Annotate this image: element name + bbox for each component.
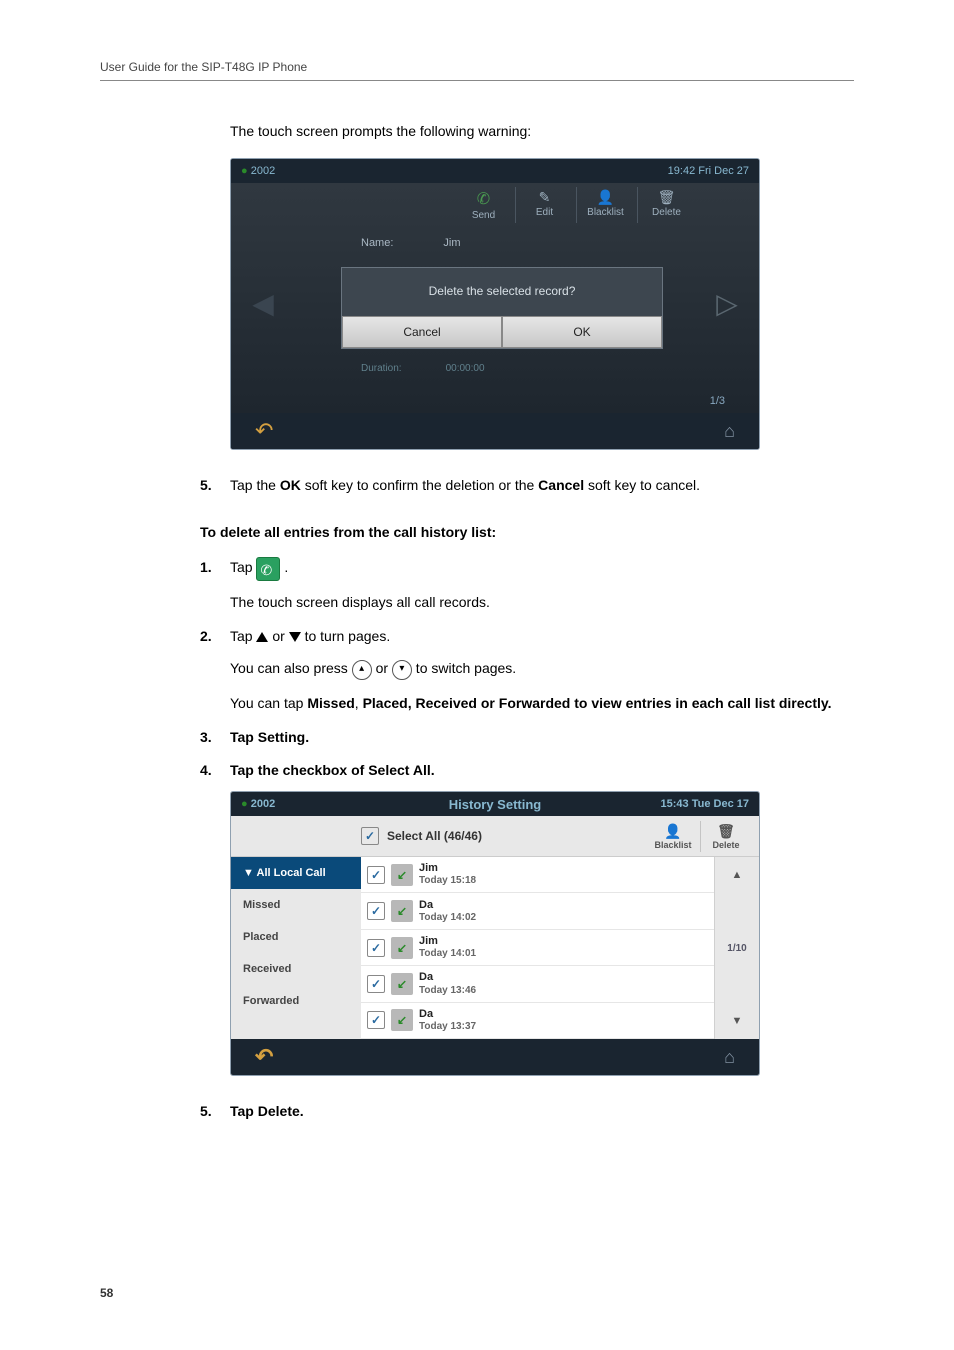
received-call-icon: ↙	[391, 973, 413, 995]
duration-label: Duration:	[361, 363, 402, 374]
call-history-icon	[256, 557, 280, 581]
check-icon[interactable]: ✓	[367, 939, 385, 957]
step-number: 5.	[200, 1100, 230, 1122]
step-subtext: You can tap Missed, Placed, Received or …	[230, 692, 854, 714]
step-text: Tap .	[230, 556, 854, 580]
step-number: 3.	[200, 726, 230, 748]
blacklist-button[interactable]: 👤Blacklist	[576, 187, 635, 223]
delete-button[interactable]: 🗑Delete	[700, 821, 751, 852]
scroll-down-button[interactable]: ▼	[715, 1003, 759, 1039]
step-text: Tap or to turn pages.	[230, 625, 854, 647]
blacklist-icon: 👤	[664, 823, 681, 840]
step-text: Tap Delete.	[230, 1100, 854, 1122]
up-arrow-icon	[256, 632, 268, 642]
step-text: Tap Setting.	[230, 726, 854, 748]
step-text: Tap the OK soft key to confirm the delet…	[230, 474, 854, 496]
back-icon[interactable]: ↶	[255, 1044, 273, 1070]
sidebar-item-received[interactable]: Received	[231, 953, 361, 985]
delete-button[interactable]: 🗑Delete	[637, 187, 696, 223]
step-text: Tap the checkbox of Select All.	[230, 759, 854, 781]
intro-text: The touch screen prompts the following w…	[230, 121, 854, 142]
screenshot-history-details: ● 2002 19:42 Fri Dec 27 History Details …	[230, 158, 854, 450]
step-subtext: You can also press ▴ or ▾ to switch page…	[230, 657, 854, 679]
sidebar-item-forwarded[interactable]: Forwarded	[231, 985, 361, 1017]
trash-icon: 🗑	[717, 823, 735, 840]
received-call-icon: ↙	[391, 900, 413, 922]
received-call-icon: ↙	[391, 1009, 413, 1031]
home-icon[interactable]: ⌂	[724, 1047, 735, 1068]
received-call-icon: ↙	[391, 864, 413, 886]
name-label: Name:	[361, 237, 393, 249]
select-all-checkbox[interactable]: ✓ Select All (46/46)	[361, 827, 648, 845]
status-time: 19:42 Fri Dec 27	[668, 165, 749, 177]
list-item[interactable]: ✓ ↙ JimToday 14:01	[361, 930, 714, 966]
check-icon[interactable]: ✓	[367, 902, 385, 920]
sidebar-item-missed[interactable]: Missed	[231, 889, 361, 921]
blacklist-icon: 👤	[597, 189, 614, 206]
name-value: Jim	[443, 237, 460, 249]
step-subtext: The touch screen displays all call recor…	[230, 591, 854, 613]
trash-icon: 🗑	[658, 189, 676, 206]
sidebar-item-placed[interactable]: Placed	[231, 921, 361, 953]
up-key-icon: ▴	[352, 660, 372, 680]
status-extension: ● 2002	[241, 798, 275, 810]
next-arrow[interactable]: ▷	[711, 283, 743, 323]
phone-icon: ✆	[477, 189, 490, 209]
page-indicator: 1/3	[710, 395, 725, 407]
screen-title: History Setting	[449, 797, 541, 812]
step-number: 4.	[200, 759, 230, 781]
section-heading: To delete all entries from the call hist…	[200, 524, 854, 540]
status-extension: ● 2002	[241, 165, 275, 177]
received-call-icon: ↙	[391, 937, 413, 959]
back-icon[interactable]: ↶	[255, 418, 273, 444]
status-time: 15:43 Tue Dec 17	[661, 798, 749, 810]
send-button[interactable]: ✆Send	[455, 187, 513, 223]
home-icon[interactable]: ⌂	[724, 421, 735, 442]
page-header: User Guide for the SIP-T48G IP Phone	[100, 60, 854, 81]
ok-button[interactable]: OK	[502, 316, 662, 348]
check-icon[interactable]: ✓	[367, 975, 385, 993]
check-icon[interactable]: ✓	[367, 866, 385, 884]
check-icon[interactable]: ✓	[367, 1011, 385, 1029]
prev-arrow[interactable]: ◀	[247, 283, 279, 323]
duration-value: 00:00:00	[446, 363, 485, 374]
step-number: 2.	[200, 625, 230, 647]
dialog-message: Delete the selected record?	[342, 268, 662, 316]
scroll-up-button[interactable]: ▲	[715, 857, 759, 893]
pencil-icon: ✎	[539, 189, 551, 206]
screenshot-history-setting: ● 2002 History Setting 15:43 Tue Dec 17 …	[230, 791, 854, 1076]
page-indicator: 1/10	[715, 893, 759, 1003]
step-number: 5.	[200, 474, 230, 496]
confirm-dialog: Delete the selected record? Cancel OK	[341, 267, 663, 349]
list-item[interactable]: ✓ ↙ DaToday 14:02	[361, 893, 714, 929]
down-arrow-icon	[289, 632, 301, 642]
step-number: 1.	[200, 556, 230, 580]
edit-button[interactable]: ✎Edit	[515, 187, 574, 223]
cancel-button[interactable]: Cancel	[342, 316, 502, 348]
list-item[interactable]: ✓ ↙ JimToday 15:18	[361, 857, 714, 893]
blacklist-button[interactable]: 👤Blacklist	[648, 821, 698, 852]
page-number: 58	[100, 1286, 113, 1300]
list-item[interactable]: ✓ ↙ DaToday 13:46	[361, 966, 714, 1002]
call-list: ✓ ↙ JimToday 15:18 ✓ ↙ DaToday 14:02 ✓ ↙…	[361, 857, 714, 1039]
check-icon: ✓	[361, 827, 379, 845]
sidebar-item-all[interactable]: ▼ All Local Call	[231, 857, 361, 889]
down-key-icon: ▾	[392, 660, 412, 680]
list-item[interactable]: ✓ ↙ DaToday 13:37	[361, 1003, 714, 1039]
